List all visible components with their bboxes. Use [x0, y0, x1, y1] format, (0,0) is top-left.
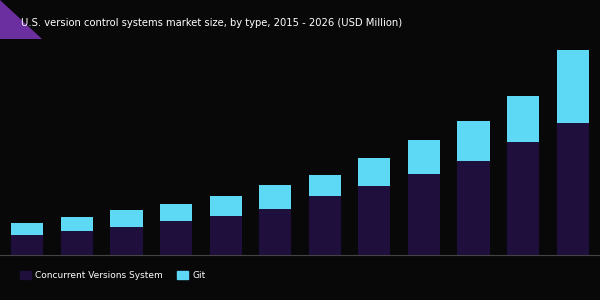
Bar — [308, 175, 341, 196]
Bar — [358, 158, 391, 186]
Bar — [61, 217, 93, 231]
Bar — [11, 235, 43, 255]
Bar — [408, 140, 440, 174]
Bar — [110, 227, 143, 255]
Bar — [557, 123, 589, 255]
Bar — [160, 221, 192, 255]
Bar — [209, 196, 242, 216]
Bar — [507, 142, 539, 255]
Bar — [259, 185, 292, 209]
Bar — [457, 121, 490, 160]
Bar — [11, 223, 43, 235]
Bar — [408, 174, 440, 255]
Bar — [557, 50, 589, 123]
Bar — [259, 209, 292, 255]
Bar — [160, 204, 192, 221]
Bar — [358, 186, 391, 255]
Bar — [457, 160, 490, 255]
Bar — [209, 216, 242, 255]
Legend: Concurrent Versions System, Git: Concurrent Versions System, Git — [17, 267, 209, 284]
Bar — [61, 231, 93, 255]
Text: U.S. version control systems market size, by type, 2015 - 2026 (USD Million): U.S. version control systems market size… — [21, 18, 402, 28]
Polygon shape — [0, 0, 42, 39]
Bar — [507, 96, 539, 142]
Bar — [308, 196, 341, 255]
Bar — [110, 211, 143, 227]
